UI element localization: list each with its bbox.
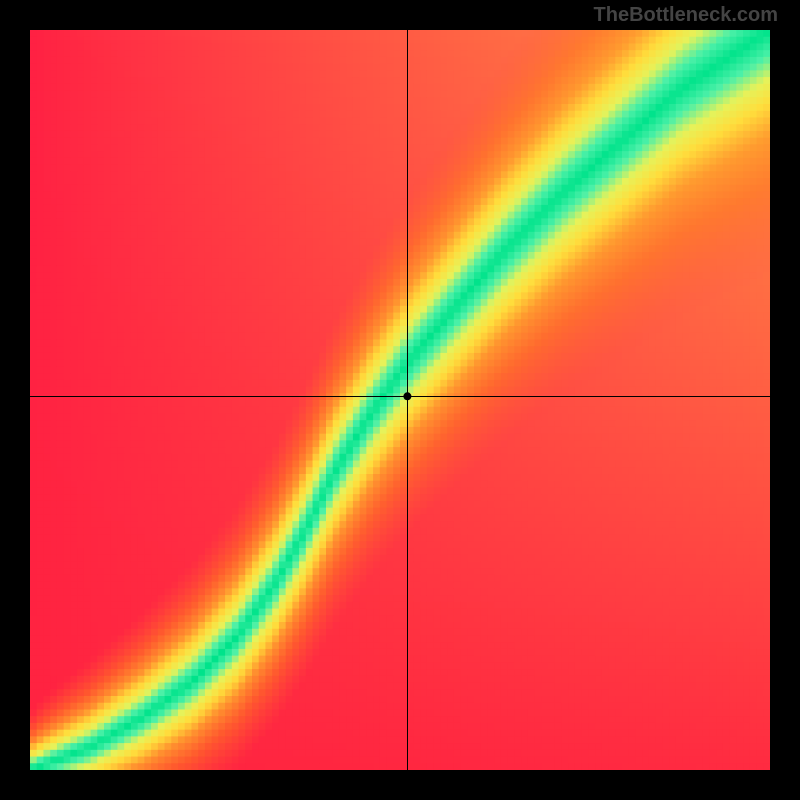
heatmap-svg [30, 30, 770, 770]
watermark-text: TheBottleneck.com [594, 4, 778, 27]
heatmap-plot [30, 30, 770, 770]
heatmap-cells [30, 30, 770, 770]
chart-container: TheBottleneck.com [0, 0, 800, 800]
